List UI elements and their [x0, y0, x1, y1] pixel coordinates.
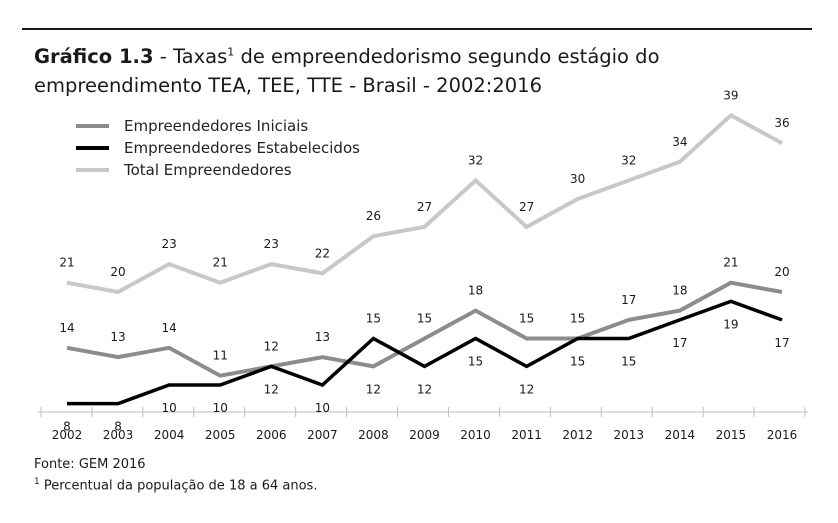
legend: Empreendedores Iniciais Empreendedores E… [76, 115, 360, 181]
data-label-estabelecidos: 15 [468, 355, 483, 369]
data-label-estabelecidos: 8 [63, 420, 71, 434]
data-label-iniciais: 13 [110, 330, 125, 344]
data-label-iniciais: 12 [366, 382, 381, 396]
x-tick-label: 2002 [52, 428, 83, 442]
data-label-total: 30 [570, 172, 585, 186]
data-label-iniciais: 21 [723, 256, 738, 270]
data-label-total: 32 [621, 153, 636, 167]
title-text-before-sup: Taxas [172, 45, 228, 68]
data-label-iniciais: 20 [774, 265, 789, 279]
legend-label-estabelecidos: Empreendedores Estabelecidos [124, 139, 360, 157]
data-label-estabelecidos: 19 [723, 317, 738, 331]
x-tick-label: 2005 [205, 428, 236, 442]
footnote-marker: 1 [34, 477, 40, 487]
x-tick-label: 2015 [716, 428, 747, 442]
legend-swatch-estabelecidos [76, 146, 109, 150]
title-footnote-marker: 1 [227, 45, 235, 59]
x-tick-label: 2007 [307, 428, 338, 442]
data-label-estabelecidos: 15 [570, 355, 585, 369]
title-prefix: Gráfico 1.3 [34, 45, 154, 68]
x-tick-label: 2016 [767, 428, 798, 442]
data-label-iniciais: 13 [315, 330, 330, 344]
title-text: de empreendedorismo segundo estágio do e… [34, 45, 660, 97]
x-tick-label: 2010 [460, 428, 491, 442]
data-label-iniciais: 18 [672, 284, 687, 298]
data-label-total: 23 [161, 237, 176, 251]
x-tick-label: 2011 [511, 428, 542, 442]
data-label-estabelecidos: 10 [161, 401, 176, 415]
data-label-estabelecidos: 10 [213, 401, 228, 415]
data-label-estabelecidos: 17 [774, 336, 789, 350]
legend-item-estabelecidos: Empreendedores Estabelecidos [76, 137, 360, 159]
data-label-total: 20 [110, 265, 125, 279]
data-label-estabelecidos: 17 [672, 336, 687, 350]
data-label-iniciais: 15 [519, 312, 534, 326]
x-tick-label: 2008 [358, 428, 389, 442]
data-label-estabelecidos: 15 [366, 312, 381, 326]
data-label-total: 22 [315, 246, 330, 260]
data-label-estabelecidos: 12 [417, 382, 432, 396]
data-label-estabelecidos: 12 [519, 382, 534, 396]
footnote: 1 Percentual da população de 18 a 64 ano… [34, 474, 317, 494]
legend-label-iniciais: Empreendedores Iniciais [124, 117, 309, 135]
series-line-iniciais [66, 280, 783, 378]
x-tick-label: 2004 [154, 428, 185, 442]
series-line-total [66, 112, 783, 295]
legend-label-total: Total Empreendedores [124, 161, 292, 179]
chart-title: Gráfico 1.3 - Taxas1 de empreendedorismo… [34, 42, 824, 100]
data-label-estabelecidos: 8 [114, 420, 122, 434]
data-label-total: 27 [519, 200, 534, 214]
legend-item-iniciais: Empreendedores Iniciais [76, 115, 360, 137]
data-label-iniciais: 15 [570, 312, 585, 326]
legend-swatch-iniciais [76, 124, 109, 128]
header-rule [22, 28, 812, 30]
data-label-total: 26 [366, 209, 381, 223]
title-separator: - [153, 45, 173, 68]
footnote-text: Percentual da população de 18 a 64 anos. [39, 478, 318, 494]
data-label-estabelecidos: 10 [315, 401, 330, 415]
legend-swatch-total [76, 168, 109, 172]
data-label-total: 36 [774, 116, 789, 130]
data-label-estabelecidos: 12 [264, 382, 279, 396]
legend-item-total: Total Empreendedores [76, 159, 360, 181]
data-label-total: 27 [417, 200, 432, 214]
x-tick-label: 2009 [409, 428, 440, 442]
x-tick-label: 2014 [665, 428, 696, 442]
data-label-iniciais: 12 [264, 339, 279, 353]
data-label-iniciais: 18 [468, 284, 483, 298]
data-label-iniciais: 14 [59, 321, 74, 335]
x-tick-label: 2006 [256, 428, 287, 442]
data-label-estabelecidos: 15 [621, 355, 636, 369]
data-label-total: 34 [672, 135, 687, 149]
data-label-total: 21 [59, 256, 74, 270]
source-text: Fonte: GEM 2016 [34, 457, 146, 472]
data-label-iniciais: 15 [417, 312, 432, 326]
data-label-total: 23 [264, 237, 279, 251]
x-tick-label: 2012 [562, 428, 593, 442]
data-label-iniciais: 14 [161, 321, 176, 335]
data-label-total: 32 [468, 153, 483, 167]
series-line-estabelecidos [67, 299, 783, 406]
data-label-iniciais: 11 [213, 349, 228, 363]
data-label-total: 39 [723, 88, 738, 102]
data-label-total: 21 [213, 256, 228, 270]
x-tick-label: 2003 [103, 428, 134, 442]
data-label-iniciais: 17 [621, 293, 636, 307]
x-tick-label: 2013 [613, 428, 644, 442]
